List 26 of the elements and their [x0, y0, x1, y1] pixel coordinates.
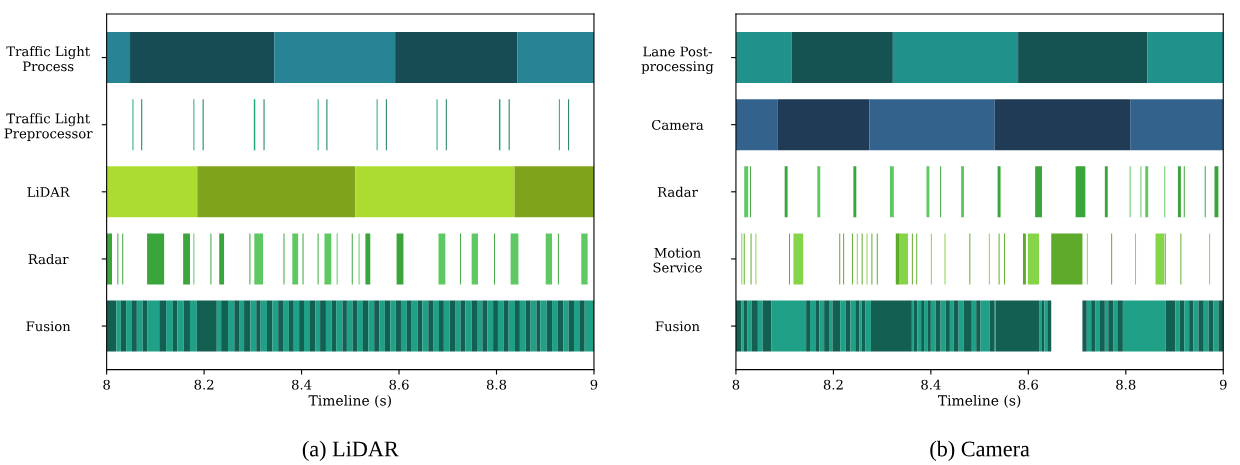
x-tick-label: 8	[103, 379, 110, 390]
y-tick-label: Radar	[28, 253, 69, 265]
x-tick-label: 8.6	[1018, 379, 1038, 390]
text: (a) LiDAR	[302, 440, 399, 461]
y-tick-label: Lane Post- processing	[641, 46, 714, 74]
x-tick-label: 8.4	[921, 379, 941, 390]
text: (b) Camera	[930, 440, 1030, 461]
y-tick-label: LiDAR	[27, 187, 71, 197]
x-tick-label: 8.8	[486, 379, 507, 390]
y-tick-label: Fusion	[26, 321, 71, 332]
y-tick-label: Motion Service	[653, 247, 702, 273]
x-tick-label: 8	[732, 379, 740, 390]
x-axis-title: Timeline (s)	[937, 394, 1021, 408]
y-tick-label: Fusion	[655, 321, 700, 332]
x-tick-label: 8.4	[291, 379, 312, 390]
x-tick-label: 8.2	[194, 379, 214, 390]
x-tick-label: 9	[590, 379, 598, 390]
y-tick-label: Traffic Light Preprocessor	[4, 113, 93, 141]
x-tick-label: 8.8	[1116, 379, 1136, 390]
y-tick-label: Camera	[652, 119, 704, 130]
x-axis-title: Timeline (s)	[308, 394, 391, 408]
y-tick-label: Traffic Light Process	[6, 46, 90, 72]
x-tick-label: 8.6	[389, 379, 409, 390]
x-tick-label: 8.2	[823, 379, 843, 390]
y-tick-label: Radar	[657, 186, 698, 198]
x-tick-label: 9	[1219, 379, 1227, 390]
